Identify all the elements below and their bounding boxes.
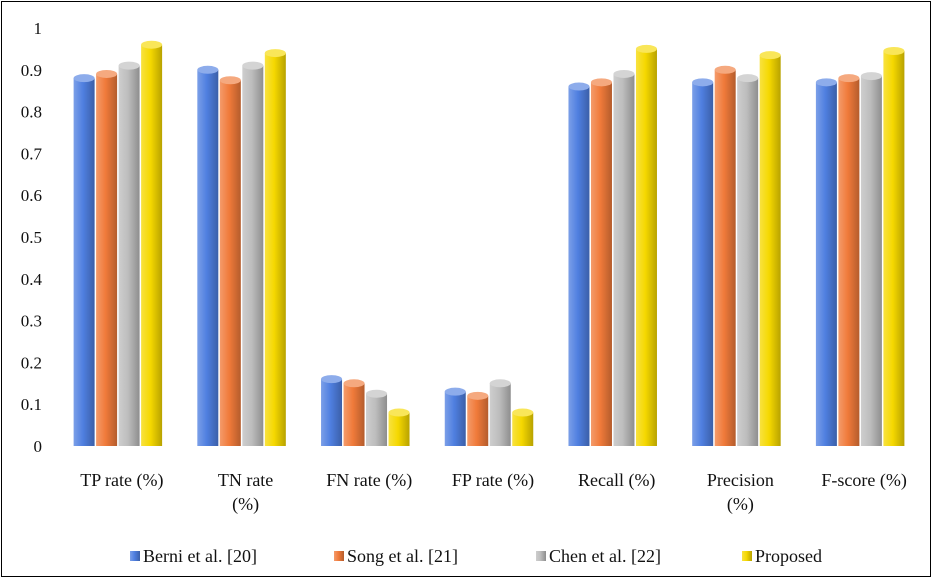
legend-item: Proposed — [742, 546, 822, 566]
bar — [366, 389, 388, 446]
bar — [568, 82, 590, 447]
bar — [613, 69, 635, 446]
bar — [321, 375, 343, 446]
bar — [635, 44, 657, 447]
y-tick-label: 0.7 — [21, 144, 43, 163]
bar — [759, 51, 781, 447]
y-tick-label: 1 — [34, 19, 43, 38]
legend-item: Berni et al. [20] — [130, 546, 257, 566]
y-tick-label: 0.2 — [21, 353, 42, 372]
x-category-label: Precision (%) — [707, 470, 774, 515]
y-tick-label: 0.9 — [21, 61, 42, 80]
bar — [883, 46, 905, 447]
legend-label: Berni et al. [20] — [143, 546, 257, 566]
legend-item: Chen et al. [22] — [536, 546, 661, 566]
y-tick-label: 0.6 — [21, 186, 42, 205]
bar — [264, 49, 286, 446]
y-tick-label: 0.1 — [21, 395, 42, 414]
legend-item: Song et al. [21] — [334, 546, 458, 566]
legend-label: Proposed — [755, 546, 822, 566]
bar — [141, 40, 163, 446]
bar — [242, 61, 264, 446]
x-category-label: F-score (%) — [821, 470, 906, 491]
y-tick-label: 0 — [34, 437, 43, 456]
bar — [343, 379, 365, 446]
y-tick-label: 0.8 — [21, 103, 42, 122]
x-axis: TP rate (%) TN rate (%) FN rate (%) FP rate … — [80, 470, 907, 515]
bar — [815, 78, 837, 446]
bar — [838, 74, 860, 446]
bar — [219, 76, 241, 446]
bar — [860, 72, 882, 446]
bar — [714, 65, 736, 447]
legend-swatch — [334, 551, 344, 561]
bar — [590, 78, 612, 446]
legend: Berni et al. [20] Song et al. [21] Chen et… — [130, 546, 822, 566]
legend-swatch — [742, 551, 752, 561]
bar — [118, 61, 140, 446]
bars-group — [73, 40, 905, 447]
y-axis: 0 0.1 0.2 0.3 0.4 0.5 0.6 0.7 0.8 0.9 1 — [21, 19, 43, 456]
bar — [489, 379, 511, 446]
bar — [96, 69, 118, 446]
bar — [692, 78, 714, 446]
bar — [512, 408, 534, 446]
legend-label: Song et al. [21] — [347, 546, 458, 566]
y-tick-label: 0.5 — [21, 228, 42, 247]
bar — [197, 65, 219, 447]
legend-label: Chen et al. [22] — [549, 546, 661, 566]
x-category-label: TP rate (%) — [80, 470, 163, 491]
bar — [467, 391, 489, 446]
bar — [388, 408, 410, 446]
x-category-label: FN rate (%) — [326, 470, 412, 491]
bar — [73, 74, 95, 446]
bar — [737, 74, 759, 446]
x-category-label: FP rate (%) — [452, 470, 534, 491]
y-tick-label: 0.4 — [21, 270, 43, 289]
x-category-label: Recall (%) — [578, 470, 655, 491]
x-category-label: TN rate (%) — [218, 470, 273, 515]
legend-swatch — [536, 551, 546, 561]
y-tick-label: 0.3 — [21, 312, 42, 331]
bar — [444, 387, 466, 446]
legend-swatch — [130, 551, 140, 561]
